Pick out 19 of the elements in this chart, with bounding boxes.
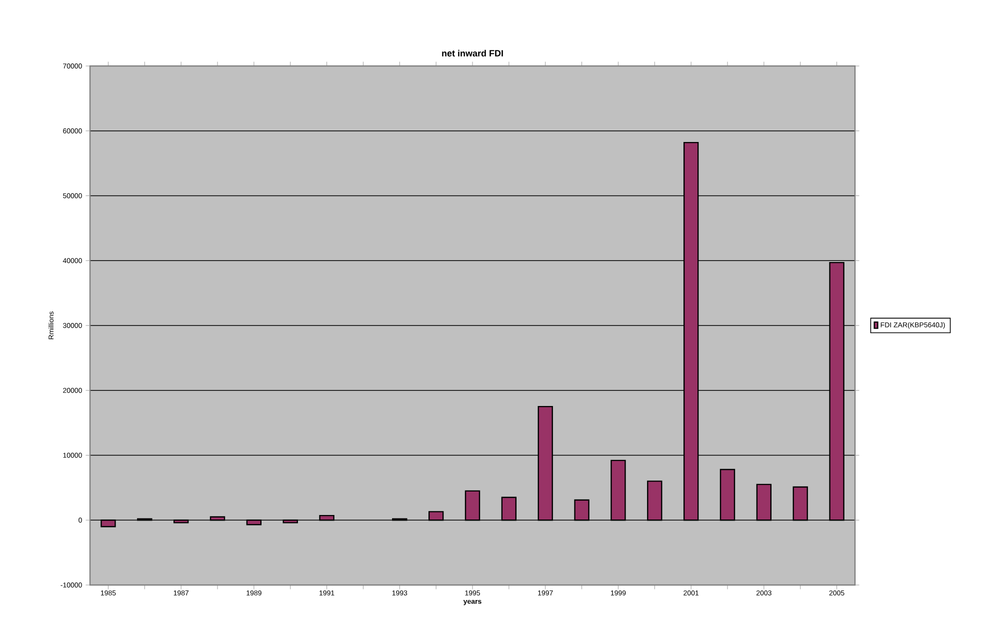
bar (464, 490, 480, 521)
bar (647, 480, 662, 521)
bar (246, 520, 262, 526)
bar (538, 406, 553, 521)
bar (720, 468, 736, 521)
bar (829, 262, 844, 521)
bar (756, 484, 772, 521)
bar (683, 142, 699, 521)
bar (574, 499, 590, 521)
bar (210, 516, 226, 521)
bar (319, 514, 334, 521)
bar (100, 520, 116, 528)
chart-title: net inward FDI (442, 50, 503, 56)
bar (173, 520, 189, 524)
bar (610, 460, 626, 521)
bar (501, 496, 517, 521)
bar (282, 520, 298, 524)
bar (792, 486, 808, 521)
bar (428, 511, 444, 521)
